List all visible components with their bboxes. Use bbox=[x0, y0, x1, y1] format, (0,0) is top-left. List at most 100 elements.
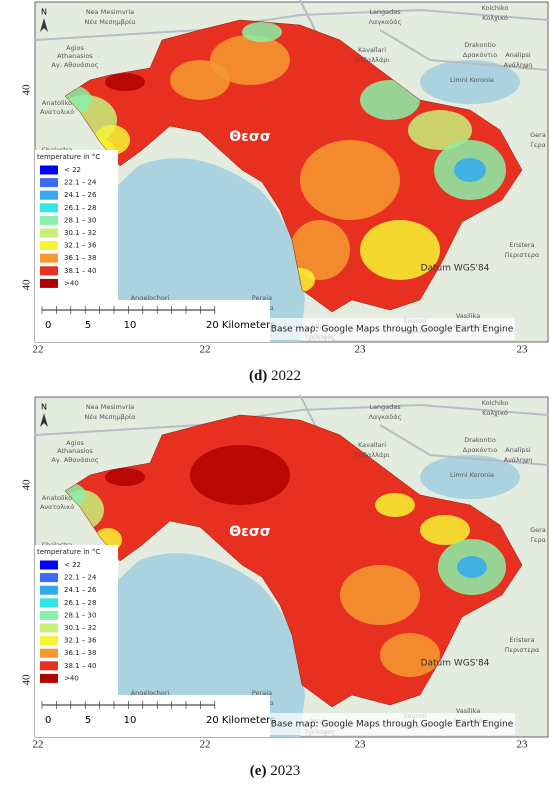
coord-label: 23 bbox=[517, 344, 529, 356]
legend-swatch bbox=[40, 203, 58, 213]
place-label: Vasilika bbox=[456, 312, 480, 320]
north-arrow: N bbox=[41, 8, 47, 17]
place-label: Langadas bbox=[369, 403, 401, 411]
legend-swatch bbox=[40, 636, 58, 646]
scale-box bbox=[35, 300, 270, 342]
place-label: Γερα bbox=[530, 141, 546, 149]
heat-patch bbox=[105, 73, 145, 91]
datum: Datum WGS'84 bbox=[421, 659, 490, 669]
place-label: Peraia bbox=[252, 689, 272, 697]
legend-label: 28.1 – 30 bbox=[64, 216, 96, 224]
legend-swatch bbox=[40, 228, 58, 238]
heat-patch bbox=[65, 483, 86, 507]
heat-patch bbox=[408, 110, 472, 150]
north-arrow-icon bbox=[40, 18, 48, 32]
scale-label: 5 bbox=[85, 320, 91, 331]
place-label: Κολχικό bbox=[482, 14, 508, 22]
place-label: Αγ. Αθανάσιος bbox=[51, 61, 98, 69]
legend-swatch bbox=[40, 253, 58, 263]
place-label: Agios bbox=[66, 44, 84, 52]
basemap-note-box bbox=[270, 713, 515, 735]
caption-letter: (d) bbox=[249, 368, 267, 384]
legend-label: 24.1 – 26 bbox=[64, 191, 97, 199]
place-label: Κολχικό bbox=[482, 409, 508, 417]
caption: (d) 2022 bbox=[249, 368, 301, 384]
legend-title: temperature in °C bbox=[37, 153, 100, 161]
legend-label: 32.1 – 36 bbox=[64, 242, 97, 250]
place-label: Agios bbox=[66, 439, 84, 447]
coord-label: 22 bbox=[200, 344, 211, 356]
coord-label: 23 bbox=[355, 739, 367, 751]
heat-patch bbox=[375, 493, 415, 517]
heat-patch bbox=[454, 158, 486, 182]
legend-swatch bbox=[40, 610, 58, 620]
place-label: Λαγκαδάς bbox=[369, 18, 402, 26]
place-label: Analipsi bbox=[505, 446, 531, 454]
region-outline bbox=[64, 19, 523, 313]
place-label: Athanasios bbox=[57, 447, 93, 455]
heat-patch bbox=[290, 220, 350, 280]
heat-patch bbox=[340, 565, 420, 625]
place-label: Δρακόντιο bbox=[463, 446, 497, 454]
legend-swatch bbox=[40, 673, 58, 683]
place-label: Limni Koronia bbox=[450, 471, 494, 479]
legend-label: >40 bbox=[64, 279, 79, 287]
legend-swatch bbox=[40, 623, 58, 633]
road bbox=[379, 424, 549, 466]
heat-patch bbox=[105, 468, 145, 486]
place-label: Περιστερα bbox=[505, 251, 540, 259]
legend-swatch bbox=[40, 165, 58, 175]
place-label: Kavallari bbox=[358, 46, 386, 54]
scale-label: 0 bbox=[45, 320, 51, 331]
legend-swatch bbox=[40, 215, 58, 225]
place-label: Anatoliko bbox=[42, 99, 72, 107]
heat-patch bbox=[242, 22, 282, 42]
place-label: Angelochori bbox=[131, 294, 170, 302]
place-label: Kavallari bbox=[358, 441, 386, 449]
legend-swatch bbox=[40, 278, 58, 288]
coord-label: 22 bbox=[33, 739, 44, 751]
heat-patch bbox=[210, 35, 290, 85]
legend-label: 36.1 – 38 bbox=[64, 254, 96, 262]
place-label: Nea Mesimvria bbox=[86, 403, 134, 411]
heat-patch bbox=[190, 445, 290, 505]
coord-label: 23 bbox=[355, 344, 367, 356]
heat-patch bbox=[420, 515, 470, 545]
place-label: Angelochori bbox=[131, 689, 170, 697]
lake bbox=[420, 60, 520, 104]
scale-label: 20 Kilometers bbox=[206, 715, 275, 726]
place-label: Νέα Μεσημβρία bbox=[85, 18, 136, 26]
scale-label: 10 bbox=[124, 320, 137, 331]
map-panel: Nea Mesimvria Νέα Μεσημβρία AgiosAthanasio… bbox=[21, 394, 549, 779]
heat-patch bbox=[457, 556, 487, 578]
road bbox=[34, 403, 549, 436]
place-label: Peraia bbox=[252, 294, 272, 302]
caption-year: 2023 bbox=[270, 763, 300, 779]
place-label: Καβαλλάρι bbox=[354, 451, 389, 459]
place-label: Γερα bbox=[530, 536, 546, 544]
map-panel: Nea Mesimvria Νέα Μεσημβρία AgiosAthanasio… bbox=[21, 0, 549, 384]
coord-label: 40 bbox=[21, 84, 33, 96]
legend-label: 24.1 – 26 bbox=[64, 586, 97, 594]
heat-patch bbox=[360, 220, 440, 280]
north-arrow: N bbox=[41, 403, 47, 412]
legend-label: 28.1 – 30 bbox=[64, 611, 96, 619]
legend-title: temperature in °C bbox=[37, 548, 100, 556]
place-label: Drakontio bbox=[464, 436, 496, 444]
caption-letter: (e) bbox=[250, 763, 267, 779]
place-label: Περιστερα bbox=[505, 646, 540, 654]
place-label: Analipsi bbox=[505, 51, 531, 59]
legend-swatch bbox=[40, 241, 58, 251]
place-label: Ανάληψη bbox=[504, 61, 533, 69]
basemap-note-box bbox=[270, 318, 515, 340]
legend-label: 30.1 – 32 bbox=[64, 624, 96, 632]
legend-label: 30.1 – 32 bbox=[64, 229, 96, 237]
place-label: Eristera bbox=[509, 636, 534, 644]
legend-swatch bbox=[40, 190, 58, 200]
place-label: Limni Koronia bbox=[450, 76, 494, 84]
north-arrow-icon bbox=[40, 413, 48, 427]
legend-swatch bbox=[40, 560, 58, 570]
legend-swatch bbox=[40, 573, 58, 583]
coord-label: 40 bbox=[21, 674, 33, 686]
place-label: Καβαλλάρι bbox=[354, 56, 389, 64]
